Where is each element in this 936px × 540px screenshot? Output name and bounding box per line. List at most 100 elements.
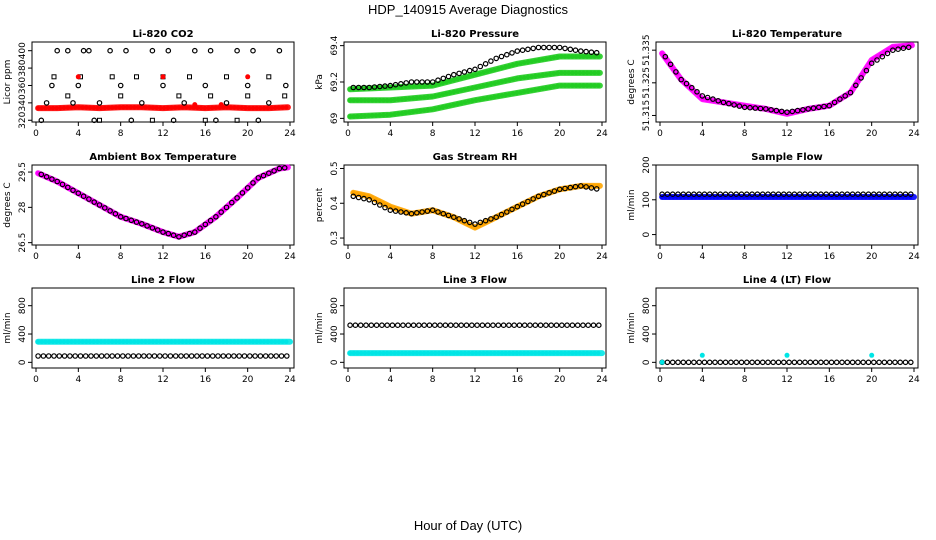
- data-point: [91, 117, 98, 124]
- data-point: [180, 105, 185, 110]
- data-point: [47, 105, 52, 111]
- data-point: [741, 104, 748, 111]
- y-tick-label: 51.315: [642, 100, 652, 132]
- data-point: [466, 350, 471, 356]
- x-tick-label: 4: [699, 252, 705, 262]
- data-point: [232, 105, 237, 110]
- data-point: [410, 350, 416, 356]
- data-point: [902, 191, 909, 198]
- data-point: [511, 322, 518, 329]
- data-point: [124, 105, 130, 110]
- data-point: [440, 92, 445, 97]
- data-point: [250, 105, 256, 111]
- data-point: [192, 102, 198, 108]
- x-tick-label: 24: [284, 375, 296, 385]
- data-point: [440, 210, 447, 217]
- series-2: [659, 352, 875, 365]
- y-tick-label: 0: [642, 231, 652, 237]
- data-point: [389, 322, 396, 329]
- data-point: [113, 105, 119, 110]
- data-point: [418, 84, 423, 89]
- panel-9: Line 4 (LT) Flow 0 4 8 12 16 20 24 0 400 800 ml/min: [627, 275, 920, 385]
- data-point: [87, 339, 93, 344]
- data-point: [370, 113, 375, 118]
- data-point: [231, 353, 237, 359]
- panel-title: Ambient Box Temperature: [89, 152, 236, 163]
- y-axis-label: Licor ppm: [3, 60, 13, 105]
- data-point: [210, 339, 215, 344]
- data-point: [59, 181, 66, 188]
- data-point: [470, 85, 475, 91]
- y-tick-label: 0.3: [330, 231, 340, 245]
- data-point: [355, 114, 360, 119]
- data-point: [146, 353, 153, 359]
- data-point: [191, 339, 196, 344]
- data-point: [514, 48, 521, 54]
- data-point: [712, 359, 718, 366]
- data-point: [659, 191, 665, 198]
- data-point: [470, 350, 475, 356]
- data-point: [588, 350, 594, 356]
- data-point: [425, 107, 431, 113]
- data-point: [197, 225, 203, 232]
- data-point: [596, 350, 601, 356]
- data-point: [113, 339, 119, 344]
- data-point: [485, 350, 490, 356]
- data-point: [276, 105, 282, 110]
- data-point: [562, 185, 568, 192]
- data-point: [507, 77, 512, 83]
- data-point: [276, 165, 283, 172]
- data-point: [408, 210, 415, 217]
- data-point: [376, 202, 383, 208]
- data-point: [664, 191, 671, 198]
- data-point: [235, 105, 241, 110]
- series-1: [35, 104, 291, 112]
- data-point: [484, 322, 491, 329]
- data-point: [410, 96, 416, 101]
- data-point: [747, 104, 753, 111]
- data-point: [503, 51, 510, 58]
- data-point: [823, 191, 830, 198]
- x-tick-label: 8: [430, 252, 436, 262]
- data-point: [96, 202, 103, 208]
- data-point: [241, 353, 248, 359]
- data-point: [398, 81, 404, 87]
- data-point: [70, 187, 76, 194]
- data-point: [596, 83, 601, 88]
- data-point: [161, 105, 167, 111]
- data-point: [121, 339, 126, 344]
- data-point: [192, 47, 198, 54]
- y-tick-label: 0: [642, 359, 652, 365]
- data-point: [490, 322, 496, 329]
- data-point: [38, 117, 45, 124]
- data-point: [102, 339, 108, 344]
- data-point: [536, 73, 542, 78]
- data-point: [540, 191, 547, 198]
- data-point: [425, 350, 431, 356]
- data-point: [551, 350, 556, 356]
- data-point: [35, 105, 41, 111]
- data-point: [382, 204, 388, 211]
- data-point: [114, 353, 121, 359]
- data-point: [595, 322, 602, 329]
- data-point: [139, 221, 145, 227]
- data-point: [736, 103, 743, 109]
- data-point: [844, 359, 851, 366]
- data-point: [158, 105, 163, 111]
- data-point: [551, 44, 558, 51]
- data-point: [759, 359, 766, 366]
- x-tick-label: 20: [866, 129, 878, 139]
- data-point: [447, 103, 453, 108]
- data-point: [459, 350, 464, 356]
- data-point: [762, 106, 769, 112]
- data-point: [842, 93, 849, 99]
- data-point: [812, 359, 819, 366]
- data-point: [425, 208, 430, 214]
- data-point: [209, 353, 216, 359]
- data-point: [109, 353, 116, 359]
- data-point: [459, 100, 464, 106]
- data-point: [488, 95, 494, 100]
- x-tick-label: 16: [512, 375, 524, 385]
- data-point: [352, 322, 359, 329]
